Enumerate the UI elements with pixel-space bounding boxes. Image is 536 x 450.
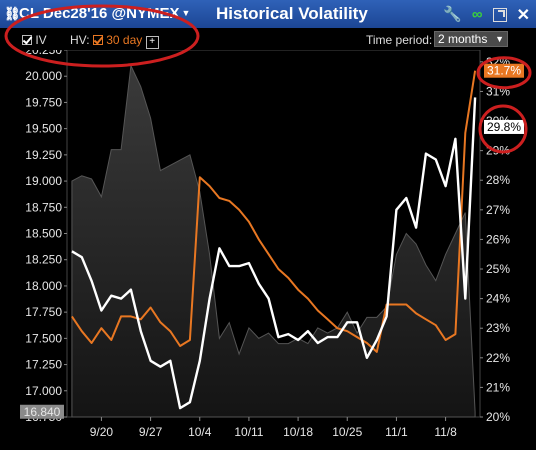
left-tick-label: 18.250 bbox=[25, 253, 62, 267]
series-lines bbox=[71, 70, 477, 410]
right-tick-label: 20% bbox=[486, 410, 510, 424]
right-axis: 20%21%22%23%24%25%26%27%28%29%30%31%32% bbox=[480, 55, 510, 424]
left-tick-label: 19.250 bbox=[25, 148, 62, 162]
left-tick-label: 19.500 bbox=[25, 122, 62, 136]
x-tick-label: 10/25 bbox=[332, 425, 362, 439]
popout-icon[interactable] bbox=[492, 8, 507, 22]
iv-label: IV bbox=[35, 33, 47, 47]
add-study-button[interactable]: + bbox=[145, 36, 159, 49]
iv-checkbox[interactable] bbox=[22, 35, 32, 45]
left-tick-label: 18.750 bbox=[25, 200, 62, 214]
x-tick-label: 9/20 bbox=[90, 425, 114, 439]
chevron-down-icon: ▼ bbox=[495, 34, 504, 44]
x-axis: 9/20 9/27 10/4 10/11 10/18 10/25 11/1 11/8 bbox=[90, 417, 457, 439]
page-title: Historical Volatility bbox=[216, 4, 368, 23]
window-titlebar: ⛓CL Dec28'16 @NYMEX ▼ Historical Volatili… bbox=[0, 0, 536, 28]
right-tick-label: 24% bbox=[486, 292, 510, 306]
iv-series-line bbox=[71, 97, 477, 410]
hv-current-box bbox=[484, 63, 524, 78]
hv-period[interactable]: 30 day bbox=[106, 33, 143, 47]
right-tick-label: 27% bbox=[486, 203, 510, 217]
right-tick-label: 23% bbox=[486, 321, 510, 335]
legend-iv[interactable]: IV bbox=[22, 33, 47, 47]
chevron-down-icon: ▼ bbox=[181, 8, 191, 18]
right-tick-label: 22% bbox=[486, 351, 510, 365]
annotation-circle-hv bbox=[476, 56, 532, 90]
hv-checkbox[interactable] bbox=[92, 35, 103, 45]
left-tick-label: 19.000 bbox=[25, 174, 62, 188]
annotation-circle-iv bbox=[478, 104, 528, 154]
hv-label: HV: bbox=[70, 33, 90, 47]
time-period-select[interactable]: 2 months ▼ bbox=[434, 31, 508, 47]
link-icon[interactable]: ⛓ bbox=[4, 6, 21, 21]
annotations bbox=[476, 56, 532, 154]
left-axis: 16.75017.00017.25017.50017.75018.00018.2… bbox=[25, 50, 67, 424]
close-icon[interactable]: ✕ bbox=[516, 7, 530, 24]
iv-current-label: 29.8% bbox=[487, 120, 521, 134]
x-tick-label: 10/4 bbox=[188, 425, 212, 439]
price-current-label: 16.840 bbox=[24, 405, 61, 419]
right-tick-label: 25% bbox=[486, 262, 510, 276]
x-tick-label: 10/11 bbox=[234, 425, 263, 439]
left-tick-label: 18.500 bbox=[25, 227, 62, 241]
left-tick-label: 19.750 bbox=[25, 95, 62, 109]
hv-current-label: 31.7% bbox=[487, 64, 521, 78]
price-area-layer bbox=[66, 50, 481, 418]
current-value-labels: 16.840 31.7% 29.8% bbox=[20, 63, 524, 419]
symbol-label: CL Dec28'16 @NYMEX bbox=[19, 5, 180, 22]
chain-link-icon[interactable]: ∞ bbox=[471, 6, 483, 23]
x-tick-label: 10/18 bbox=[283, 425, 313, 439]
time-period-value: 2 months bbox=[438, 32, 488, 46]
legend-hv: HV: 30 day + bbox=[70, 33, 159, 49]
left-tick-label: 17.000 bbox=[25, 384, 62, 398]
symbol-selector[interactable]: ⛓CL Dec28'16 @NYMEX ▼ bbox=[4, 5, 190, 22]
left-tick-label: 17.750 bbox=[25, 305, 62, 319]
left-tick-label: 20.000 bbox=[25, 69, 62, 83]
time-period-label: Time period: bbox=[366, 33, 433, 47]
x-tick-label: 9/27 bbox=[139, 425, 163, 439]
price-current-box bbox=[20, 404, 64, 419]
left-tick-label: 17.500 bbox=[25, 331, 62, 345]
volatility-chart: 16.75017.00017.25017.50017.75018.00018.2… bbox=[20, 50, 532, 439]
left-tick-label: 17.250 bbox=[25, 358, 62, 372]
price-area bbox=[71, 63, 476, 418]
hv-series-line bbox=[71, 70, 477, 353]
wrench-icon[interactable]: 🔧 bbox=[443, 6, 462, 23]
x-tick-label: 11/1 bbox=[385, 425, 408, 439]
right-tick-label: 28% bbox=[486, 173, 510, 187]
left-tick-label: 18.000 bbox=[25, 279, 62, 293]
right-tick-label: 26% bbox=[486, 232, 510, 246]
chart-legend: IV HV: 30 day + Time period: 2 months ▼ bbox=[0, 28, 536, 50]
right-tick-label: 21% bbox=[486, 380, 510, 394]
x-tick-label: 11/8 bbox=[434, 425, 457, 439]
left-tick-label: 20.250 bbox=[25, 50, 62, 57]
iv-current-box bbox=[484, 119, 524, 134]
